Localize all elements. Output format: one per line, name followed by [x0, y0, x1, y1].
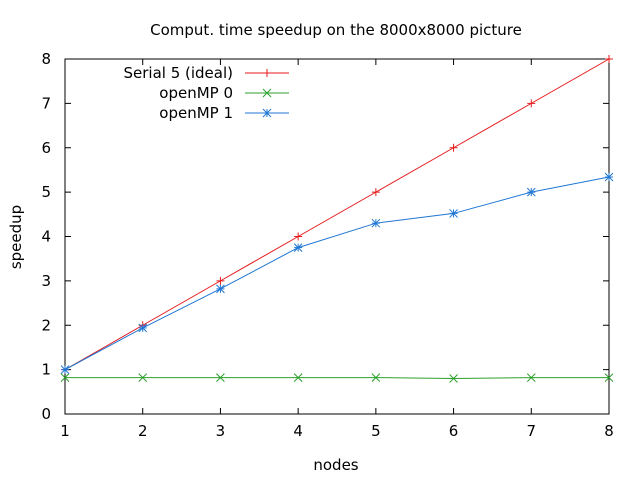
- legend-marker: [262, 108, 272, 118]
- y-axis-label: speedup: [7, 205, 25, 269]
- data-point: [138, 373, 148, 382]
- x-tick-label: 7: [527, 422, 537, 440]
- data-point: [138, 323, 148, 333]
- data-point: [294, 232, 303, 241]
- series-layer: [60, 55, 614, 383]
- series-line: [65, 377, 609, 380]
- x-tick-label: 6: [449, 422, 459, 440]
- y-tick-label: 7: [41, 94, 51, 112]
- x-axis-ticks: 1 2 3 4 5 6 7 8: [60, 59, 614, 440]
- chart-title: Comput. time speedup on the 8000x8000 pi…: [150, 21, 522, 39]
- x-tick-label: 2: [138, 422, 148, 440]
- x-tick-label: 3: [216, 422, 226, 440]
- legend-label: openMP 1: [159, 104, 233, 122]
- series-1: [60, 373, 614, 383]
- data-point: [604, 373, 614, 382]
- y-tick-label: 1: [41, 361, 51, 379]
- data-point: [216, 373, 225, 382]
- legend-marker: [262, 88, 272, 98]
- data-point: [449, 209, 458, 218]
- y-tick-label: 6: [41, 139, 51, 157]
- legend: Serial 5 (ideal) openMP 0 openMP 1: [123, 64, 289, 122]
- data-point: [526, 187, 536, 197]
- series-line: [64, 58, 610, 371]
- plot-frame: [64, 58, 610, 415]
- y-tick-label: 3: [41, 272, 51, 290]
- y-tick-label: 2: [41, 316, 51, 334]
- data-point: [216, 284, 225, 294]
- x-tick-label: 1: [60, 422, 70, 440]
- data-point: [216, 276, 225, 285]
- y-tick-label: 4: [41, 228, 51, 246]
- data-point: [293, 243, 303, 252]
- legend-marker: [263, 69, 271, 77]
- legend-label: Serial 5 (ideal): [123, 64, 233, 82]
- legend-label: openMP 0: [159, 84, 233, 102]
- data-point: [60, 373, 70, 382]
- data-point: [60, 365, 70, 374]
- x-tick-label: 4: [293, 422, 303, 440]
- data-point: [604, 172, 614, 182]
- x-tick-label: 5: [371, 422, 381, 440]
- data-point: [449, 374, 458, 383]
- series-0: [61, 55, 613, 374]
- y-tick-label: 8: [41, 50, 51, 68]
- y-tick-label: 0: [41, 405, 51, 423]
- data-point: [371, 188, 380, 197]
- y-tick-label: 5: [41, 183, 51, 201]
- series-2: [60, 172, 614, 374]
- data-point: [527, 99, 536, 108]
- data-point: [371, 373, 381, 382]
- x-tick-label: 8: [604, 422, 614, 440]
- series-line: [64, 176, 610, 371]
- data-point: [293, 373, 303, 382]
- x-axis-label: nodes: [313, 456, 358, 474]
- data-point: [371, 218, 381, 228]
- data-point: [605, 55, 613, 63]
- y-axis-ticks: 0 1 2 3 4 5 6 7 8: [41, 50, 609, 423]
- data-point: [526, 373, 536, 382]
- data-point: [449, 143, 458, 152]
